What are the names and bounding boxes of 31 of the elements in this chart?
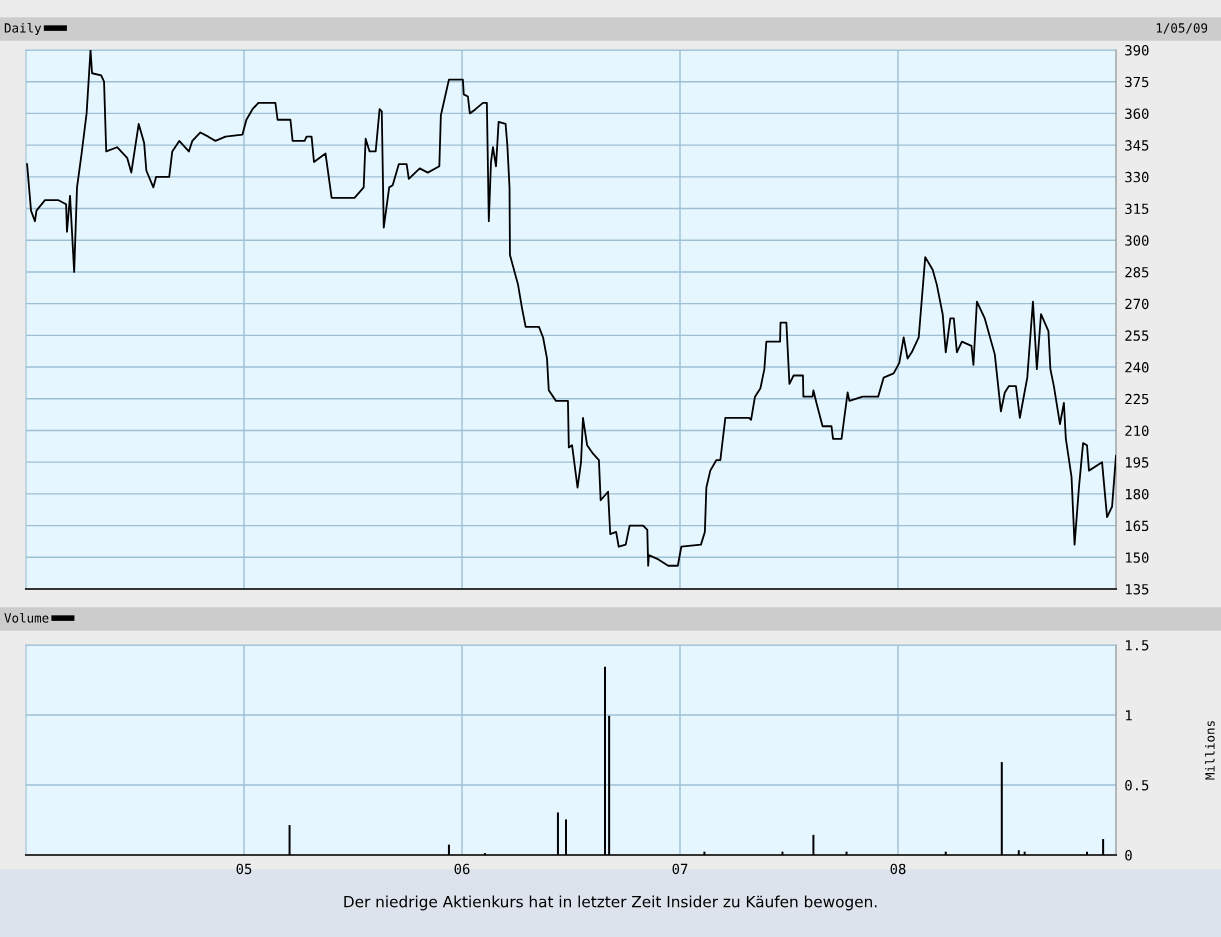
y-tick-label: 300	[1125, 235, 1149, 246]
y-tick-label: 375	[1125, 76, 1149, 88]
y-tick-label: 195	[1126, 457, 1149, 468]
y-tick-label: 240	[1125, 362, 1149, 373]
x-tick-label: 07	[672, 863, 688, 875]
y-tick-label: 285	[1125, 266, 1149, 278]
y-tick-label: 0.5	[1125, 780, 1149, 791]
x-tick-label: 05	[236, 863, 252, 875]
y-tick-label: 270	[1125, 298, 1149, 310]
y-tick-label: 225	[1125, 393, 1149, 405]
y-tick-label: 210	[1125, 425, 1149, 436]
y-tick-label: 150	[1126, 552, 1149, 563]
legend-label: Daily	[4, 22, 42, 36]
y-tick-label: 180	[1126, 488, 1149, 500]
y-tick-label: 330	[1125, 171, 1149, 183]
y-axis-title: Millions	[1204, 721, 1215, 780]
y-tick-label: 360	[1125, 108, 1149, 119]
legend-label: Volume	[4, 612, 49, 623]
text: Der niedrige Aktienkurs hat in letzter Zeit Insider zu Käufen bewogen.	[344, 895, 877, 911]
x-tick-label: 06	[454, 863, 470, 875]
y-tick-label: 345	[1125, 140, 1149, 151]
text: 1/05/09	[1156, 23, 1208, 34]
y-tick-label: 315	[1125, 203, 1149, 215]
y-tick-label: 135	[1126, 584, 1149, 595]
x-tick-label: 08	[890, 863, 906, 875]
y-tick-label: 0	[1125, 850, 1132, 861]
y-tick-label: 390	[1125, 45, 1149, 56]
y-tick-label: 1	[1126, 710, 1132, 721]
y-tick-label: 255	[1125, 330, 1149, 341]
y-tick-label: 1.5	[1126, 640, 1149, 651]
y-tick-label: 165	[1126, 520, 1149, 532]
